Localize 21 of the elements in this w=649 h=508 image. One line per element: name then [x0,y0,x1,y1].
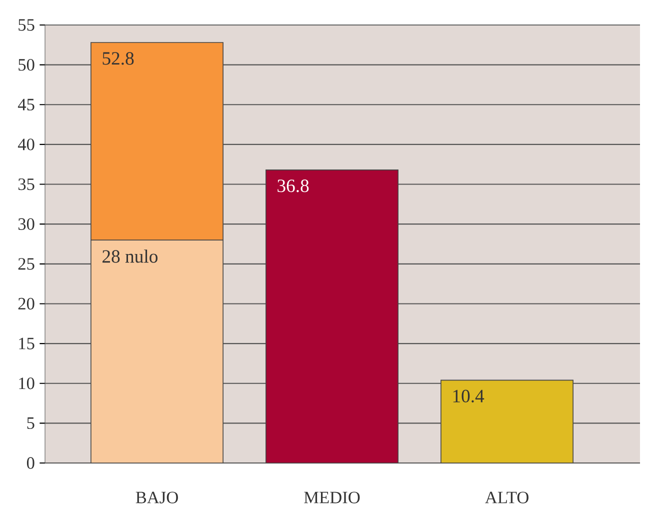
y-tick-label: 55 [18,19,34,31]
y-tick-label: 20 [18,298,34,310]
y-tick-label: 0 [26,457,34,469]
data-label: 28 nulo [102,250,158,263]
y-tick-label: 10 [19,378,34,390]
bar [266,170,398,464]
x-tick-label: MEDIO [304,492,360,504]
y-tick-label: 45 [18,98,34,111]
y-tick-label: 30 [18,218,34,230]
total-label: 52.8 [102,52,134,65]
y-tick-label: 35 [18,178,34,190]
y-tick-label: 25 [18,258,34,270]
y-tick-label: 15 [19,338,34,350]
x-tick-label: BAJO [136,492,178,504]
data-label: 36.8 [278,180,309,192]
bar [440,380,574,464]
y-tick-label: 50 [18,59,34,71]
y-tick-label: 5 [27,418,34,430]
y-tick-label: 40 [18,138,34,150]
data-label: 10.4 [453,390,484,403]
x-tick-label: ALTO [485,492,528,504]
